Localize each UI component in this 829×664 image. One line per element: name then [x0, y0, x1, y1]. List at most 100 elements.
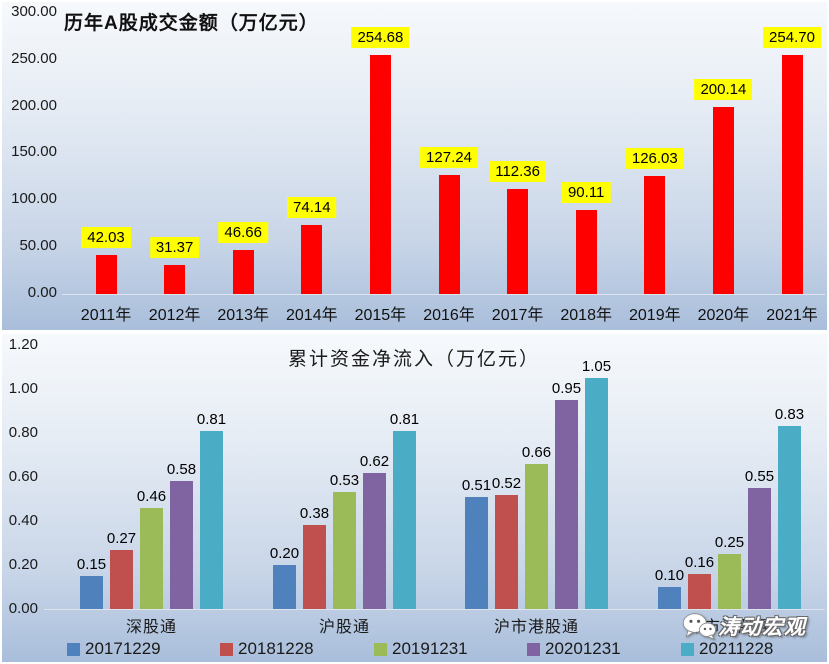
- top-bar: [644, 175, 666, 294]
- top-y-tick: 150.00: [11, 143, 57, 161]
- top-y-tick: 50.00: [19, 237, 57, 255]
- top-x-axis-line: [62, 294, 825, 295]
- legend-item: 20191231: [374, 639, 468, 659]
- bottom-bar: [273, 565, 296, 609]
- top-bar: [369, 55, 391, 294]
- legend-swatch: [220, 642, 233, 656]
- bottom-bar-value-label: 0.52: [491, 474, 522, 492]
- bottom-bar-value-label: 0.10: [654, 567, 685, 584]
- top-bar-value-label: 42.03: [81, 226, 131, 248]
- top-bar-value-label: 127.24: [420, 146, 478, 168]
- bottom-bar: [688, 573, 711, 609]
- bottom-bar: [465, 496, 488, 609]
- bottom-bar-value-label: 0.25: [714, 534, 745, 551]
- top-bar-value-label: 74.14: [287, 196, 337, 218]
- bottom-y-tick: 1.20: [8, 336, 38, 353]
- bottom-bar-value-label: 0.66: [521, 443, 552, 461]
- bottom-bar-value-label: 0.15: [76, 556, 107, 573]
- bottom-bar-value-label: 0.83: [774, 406, 805, 424]
- top-bar-value-label: 46.66: [218, 222, 268, 244]
- top-bar-value-label: 254.68: [351, 27, 410, 49]
- top-bar: [95, 254, 117, 294]
- legend-item: 20171229: [67, 639, 161, 659]
- bottom-chart-title: 累计资金净流入（万亿元）: [287, 349, 541, 370]
- legend-label: 20191231: [392, 639, 468, 658]
- top-x-category-label: 2020年: [697, 307, 750, 324]
- bottom-bar: [585, 378, 608, 609]
- top-x-category-label: 2013年: [217, 307, 269, 324]
- bottom-bar-value-label: 0.38: [299, 505, 330, 523]
- watermark: 涛动宏观: [682, 611, 806, 641]
- bottom-bar-value-label: 0.51: [461, 476, 492, 494]
- bottom-bar: [778, 426, 801, 609]
- bottom-bar: [525, 463, 548, 609]
- top-chart-title: 历年A股成交金额（万亿元）: [64, 13, 319, 34]
- bottom-y-tick: 0.40: [8, 512, 38, 529]
- bottom-bar: [495, 494, 518, 609]
- top-x-category-label: 2015年: [354, 307, 407, 324]
- top-bar-value-label: 112.36: [489, 160, 546, 182]
- bottom-bar: [170, 481, 193, 609]
- bottom-y-tick: 0.00: [8, 600, 38, 617]
- legend-swatch: [374, 642, 387, 656]
- legend-label: 20201231: [545, 639, 621, 658]
- legend-swatch: [67, 642, 80, 656]
- legend-item: 20211228: [681, 639, 773, 659]
- bottom-bar: [555, 400, 578, 609]
- top-bar-value-label: 200.14: [694, 78, 753, 100]
- bottom-y-tick: 0.60: [8, 468, 38, 485]
- top-x-category-label: 2016年: [423, 307, 475, 324]
- bottom-bar-value-label: 0.62: [359, 452, 390, 470]
- bottom-bar: [393, 430, 416, 609]
- top-bar: [301, 224, 323, 294]
- bottom-bar: [200, 430, 223, 609]
- top-x-category-label: 2014年: [285, 307, 338, 324]
- legend-label: 20171229: [85, 639, 161, 658]
- bottom-bar-value-label: 0.81: [196, 410, 227, 428]
- bottom-bar-value-label: 0.95: [551, 380, 582, 397]
- watermark-text: 涛动宏观: [718, 616, 806, 639]
- bottom-bar: [718, 554, 741, 609]
- legend-label: 20211228: [699, 639, 774, 658]
- bottom-category-label: 深股通: [125, 619, 178, 636]
- bottom-bar: [748, 488, 771, 609]
- bottom-category-label: 沪市港股通: [493, 619, 580, 636]
- bottom-bar-value-label: 0.46: [136, 487, 167, 505]
- legend-swatch: [527, 642, 540, 656]
- top-chart-panel: [2, 2, 827, 330]
- top-y-tick: 0.00: [27, 283, 57, 301]
- bottom-bar: [80, 576, 103, 609]
- top-y-tick: 250.00: [11, 49, 57, 67]
- top-x-category-label: 2021年: [766, 307, 818, 324]
- bottom-bar-value-label: 0.81: [389, 410, 420, 428]
- wechat-icon: [682, 613, 716, 640]
- top-bar-value-label: 254.70: [763, 27, 821, 49]
- bottom-bar: [333, 492, 356, 609]
- legend-item: 20201231: [527, 639, 621, 659]
- top-x-category-label: 2017年: [491, 307, 544, 324]
- top-x-category-label: 2012年: [148, 307, 201, 324]
- bottom-bar: [363, 472, 386, 609]
- bottom-bar-value-label: 0.20: [269, 545, 300, 562]
- top-bar: [575, 209, 597, 294]
- top-x-category-label: 2019年: [628, 307, 681, 324]
- bottom-bar-value-label: 0.27: [106, 529, 137, 547]
- top-bar: [232, 250, 254, 294]
- top-y-tick: 200.00: [11, 96, 57, 114]
- top-bar-value-label: 31.37: [149, 236, 200, 258]
- top-x-category-label: 2011年: [80, 307, 132, 324]
- bottom-x-axis-line: [44, 609, 825, 610]
- legend-swatch: [681, 642, 694, 656]
- top-bar: [507, 188, 529, 294]
- bottom-y-tick: 0.80: [8, 424, 38, 441]
- top-y-tick: 100.00: [11, 190, 57, 208]
- bottom-bar: [658, 587, 681, 609]
- top-x-category-label: 2018年: [560, 307, 612, 324]
- top-bar: [781, 55, 803, 294]
- bottom-y-tick: 0.20: [8, 556, 38, 573]
- top-bar: [164, 264, 186, 294]
- bottom-bar-value-label: 0.16: [684, 553, 715, 571]
- legend-label: 20181228: [238, 639, 314, 658]
